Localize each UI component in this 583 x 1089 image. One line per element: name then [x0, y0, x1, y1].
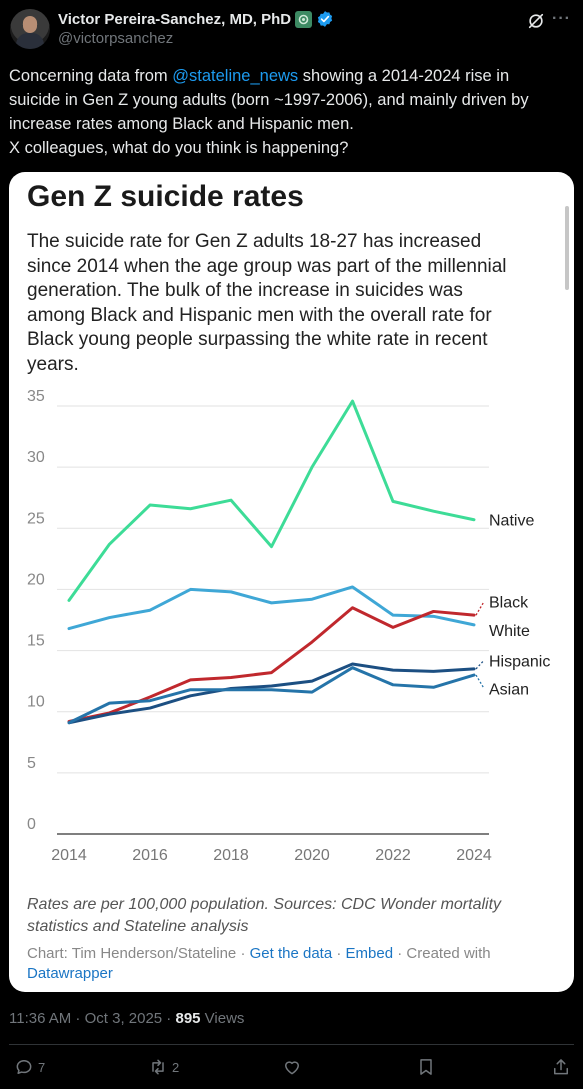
x-tick-label: 2016	[132, 847, 168, 864]
tweet-line-1-post: showing a 2014-2024 rise in	[298, 67, 510, 85]
grok-icon[interactable]	[527, 12, 545, 30]
x-tick-label: 2024	[456, 847, 492, 864]
avatar[interactable]	[10, 9, 50, 49]
chart-image-card[interactable]: Gen Z suicide rates The suicide rate for…	[9, 172, 574, 992]
chart-credit: Chart: Tim Henderson/Stateline · Get the…	[27, 945, 491, 982]
tweet-text: Concerning data from @stateline_news sho…	[9, 64, 575, 160]
x-tick-label: 2014	[51, 847, 87, 864]
chart-subtitle-line: Black young people surpassing the white …	[27, 329, 488, 350]
series-label-black: Black	[489, 595, 529, 612]
y-tick-label: 35	[27, 388, 45, 405]
chart-title: Gen Z suicide rates	[27, 180, 304, 213]
line-chart: 0 5 10 15 20 25 30 35 2014 2016 2018 2020 2022 2024 Na…	[27, 388, 550, 864]
chart-subtitle-line: generation. The bulk of the increase in …	[27, 280, 463, 301]
divider	[9, 1044, 574, 1045]
y-tick-label: 15	[27, 633, 45, 650]
more-options-icon[interactable]: ···	[552, 10, 571, 27]
repost-icon	[152, 1059, 164, 1075]
affiliation-badge-icon[interactable]	[295, 10, 313, 28]
embed-link[interactable]: Embed	[345, 945, 394, 962]
chart-subtitle-line: among Black and Hispanic men with the ov…	[27, 304, 492, 326]
chart-credit-author: Chart: Tim Henderson/Stateline	[27, 945, 237, 962]
series-label-native: Native	[489, 513, 534, 530]
tweet-meta: 11:36 AM · Oct 3, 2025 · 895 Views	[9, 1010, 244, 1027]
views-count: 895	[175, 1010, 201, 1027]
views-label: Views	[200, 1010, 245, 1027]
stateline-mention-link[interactable]: @stateline_news	[172, 67, 299, 85]
tweet-line-4: X colleagues, what do you think is happe…	[9, 139, 349, 157]
author-display-name[interactable]: Victor Pereira-Sanchez, MD, PhD	[58, 10, 292, 28]
tweet-line-3: increase rates among Black and Hispanic …	[9, 115, 354, 133]
y-tick-label: 25	[27, 510, 45, 527]
y-tick-label: 0	[27, 816, 36, 833]
verified-badge-icon	[318, 11, 333, 27]
chart-subtitle-line: The suicide rate for Gen Z adults 18-27 …	[27, 231, 482, 252]
bookmark-icon	[420, 1059, 432, 1075]
series-label-asian: Asian	[489, 681, 529, 698]
share-button[interactable]	[551, 1057, 571, 1077]
series-label-connector	[475, 659, 485, 670]
x-tick-label: 2018	[213, 847, 249, 864]
chart-footnote-line: Rates are per 100,000 population. Source…	[27, 896, 502, 913]
x-tick-label: 2020	[294, 847, 330, 864]
series-line-asian	[67, 666, 476, 725]
author-name-row: Victor Pereira-Sanchez, MD, PhD	[58, 10, 334, 28]
tweet-line-1: Concerning data from @stateline_news sho…	[9, 64, 575, 88]
reply-button[interactable]: 7	[14, 1057, 45, 1077]
y-tick-label: 30	[27, 449, 45, 466]
avatar-suit	[16, 33, 44, 49]
bookmark-button[interactable]	[416, 1057, 436, 1077]
tweet-timestamp[interactable]: 11:36 AM · Oct 3, 2025 ·	[9, 1010, 176, 1027]
share-icon	[554, 1059, 568, 1075]
series-line-hispanic	[67, 662, 476, 725]
series-label-connector	[475, 674, 485, 689]
repost-button[interactable]: 2	[148, 1057, 179, 1077]
y-tick-label: 10	[27, 694, 45, 711]
tweet-actions: 7 2	[0, 1057, 583, 1083]
like-button[interactable]	[282, 1057, 302, 1077]
y-tick-label: 20	[27, 571, 45, 588]
series-line-native	[67, 399, 476, 602]
tweet-header: Victor Pereira-Sanchez, MD, PhD @victorp…	[10, 8, 573, 52]
tweet-line-1-pre: Concerning data from	[9, 67, 173, 85]
reply-count: 7	[38, 1059, 46, 1075]
chart-footnote: Rates are per 100,000 population. Source…	[27, 894, 557, 938]
author-handle[interactable]: @victorpsanchez	[58, 30, 174, 47]
tweet-line-2: suicide in Gen Z young adults (born ~199…	[9, 91, 529, 109]
x-tick-label: 2022	[375, 847, 411, 864]
chart-subtitle: The suicide rate for Gen Z adults 18-27 …	[27, 230, 547, 377]
repost-count: 2	[172, 1059, 180, 1075]
series-label-hispanic: Hispanic	[489, 653, 550, 670]
chart-scrollbar[interactable]	[565, 206, 569, 290]
reply-icon	[16, 1060, 32, 1074]
series-line-white	[67, 585, 476, 631]
series-label-connector	[475, 601, 485, 616]
chart-subtitle-line: since 2014 when the age group was part o…	[27, 255, 507, 277]
chart-credit-created: Created with	[406, 945, 491, 962]
chart-footnote-line: statistics and Stateline analysis	[27, 918, 249, 935]
get-the-data-link[interactable]: Get the data	[249, 945, 333, 962]
datawrapper-link[interactable]: Datawrapper	[27, 965, 113, 982]
series-label-white: White	[489, 623, 530, 640]
chart-subtitle-line: years.	[27, 353, 79, 375]
series-line-black	[67, 606, 476, 723]
y-tick-label: 5	[27, 755, 36, 772]
avatar-face	[23, 16, 37, 33]
heart-icon	[285, 1061, 299, 1075]
